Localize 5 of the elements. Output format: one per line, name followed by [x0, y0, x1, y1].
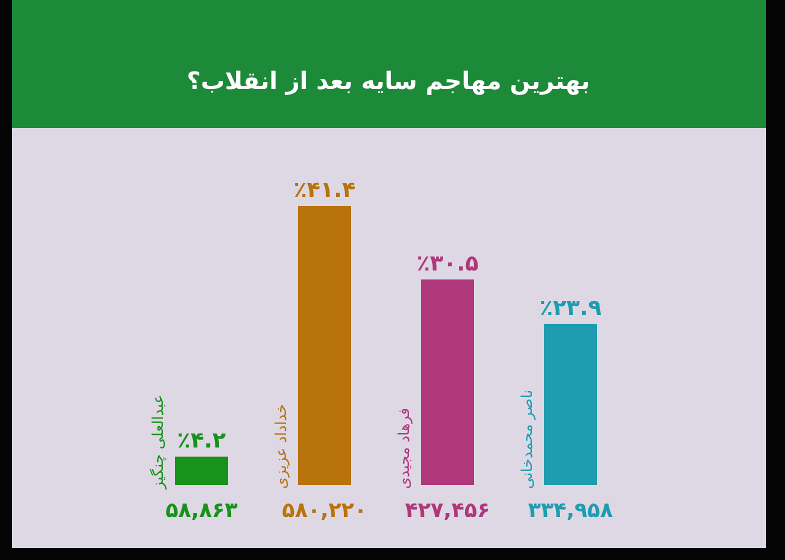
annotation: ۴۲۷,۴۵۶	[405, 498, 490, 522]
annotation: ۳۳۴,۹۵۸	[528, 498, 613, 522]
annotation: ۵۸۰,۲۲۰	[282, 498, 367, 522]
annotation: ۵۸,۸۶۳	[165, 498, 238, 522]
title: بهترین مهاجم سایه بعد از انقلاب؟	[186, 67, 590, 95]
